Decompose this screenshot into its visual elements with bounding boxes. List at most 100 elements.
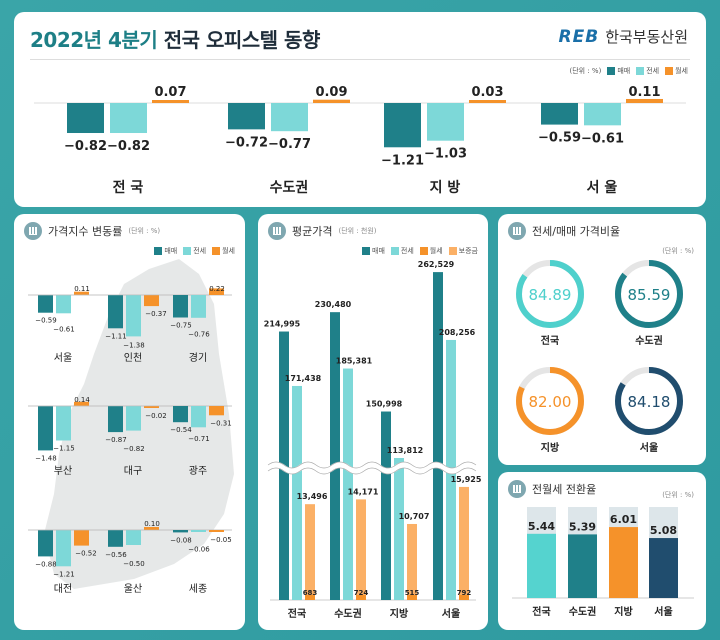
bar-sale <box>173 530 188 533</box>
bar-wolse <box>356 595 366 600</box>
bar-sale <box>228 103 265 130</box>
conversion-chart: 5.44 전국 5.39 수도권 6.01 지방 5.08 서울 <box>512 507 694 618</box>
axis-break-line <box>267 461 477 469</box>
chart-icon <box>508 480 526 498</box>
bar-wolse <box>144 295 159 307</box>
bar-wolse <box>313 99 350 103</box>
chart-icon <box>508 222 526 240</box>
bar-deposit <box>407 523 417 600</box>
bar-value <box>568 534 597 598</box>
index-change-panel: −0.59 −0.61 0.11 서울 −1.11 −1.38 −0.37 인천 −0.75 −0… <box>14 214 245 630</box>
donut-label: 지방 <box>541 441 560 454</box>
summary-legend: (단위 : %) 매매 전세 월세 <box>569 66 688 76</box>
ratio-panel: 84.89 전국 85.59 수도권 82.00 지방 84.18 서울 전세/매매 가격비율… <box>498 214 706 465</box>
donut-value: 84.18 <box>628 393 671 411</box>
group-label: 전 국 <box>113 179 144 196</box>
value-label: 5.39 <box>569 520 596 533</box>
value-label-wolse: 683 <box>303 589 318 597</box>
bar-wolse <box>209 406 224 416</box>
panel-title: 전세/매매 가격비율 <box>508 222 620 240</box>
value-label-sale: −0.82 <box>64 139 107 154</box>
bar-sale <box>433 272 443 600</box>
value-label-wolse: 0.03 <box>471 85 503 100</box>
value-label-wolse: 724 <box>354 589 369 597</box>
value-label: −0.06 <box>188 545 210 553</box>
bar-wolse <box>144 527 159 530</box>
donut-label: 전국 <box>541 334 559 347</box>
region-label: 경기 <box>189 351 207 364</box>
value-label-sale: −0.59 <box>538 131 581 146</box>
bar-jeonse <box>292 385 302 600</box>
region-label: 세종 <box>189 583 207 595</box>
bar-wolse <box>74 291 89 295</box>
value-label-jeonse: 185,381 <box>336 357 373 366</box>
bar-jeonse <box>394 458 404 600</box>
bar-jeonse <box>56 530 71 567</box>
bar-wolse <box>144 406 159 408</box>
legend-wolse: 월세 <box>665 66 688 76</box>
bar-sale <box>173 406 188 423</box>
region-label: 서울 <box>54 352 72 364</box>
value-label: −0.50 <box>123 560 144 568</box>
value-label-jeonse: −0.77 <box>268 137 311 152</box>
value-label: −0.71 <box>188 435 209 443</box>
bar-value <box>649 538 678 598</box>
legend: 매매 전세 월세 보증금 <box>362 246 478 256</box>
bar-jeonse <box>126 295 141 337</box>
value-label-sale: 262,529 <box>418 260 455 269</box>
region-label: 인천 <box>124 352 142 364</box>
legend-jeonse: 전세 <box>636 66 659 76</box>
avg-price-chart: 214,995 171,438 13,496 683 전국 230,480 185,381 1… <box>264 260 482 620</box>
value-label: −1.38 <box>123 341 144 349</box>
divider <box>30 59 690 60</box>
donut-arc <box>516 367 584 435</box>
value-label: −0.61 <box>53 326 74 334</box>
value-label-jeonse: 208,256 <box>439 328 476 337</box>
bar-jeonse <box>110 103 147 134</box>
value-label-wolse: 0.07 <box>154 85 186 100</box>
value-label-jeonse: −0.82 <box>107 139 150 154</box>
bar-jeonse <box>584 103 621 126</box>
bar-wolse <box>407 595 417 600</box>
group-label: 수도권 <box>334 608 362 620</box>
value-label-sale: −0.72 <box>225 135 268 150</box>
bar-wolse <box>305 595 315 600</box>
bar-sale <box>38 295 53 313</box>
avg-price-panel: 214,995 171,438 13,496 683 전국 230,480 185,381 1… <box>258 214 488 630</box>
region-label: 대전 <box>54 583 72 595</box>
region-label: 울산 <box>124 583 142 595</box>
value-label: −1.11 <box>105 332 126 340</box>
value-label: −0.54 <box>170 426 192 434</box>
bar-jeonse <box>343 368 353 600</box>
category-label: 서울 <box>654 605 672 618</box>
value-label-deposit: 15,925 <box>451 475 482 484</box>
bar-jeonse <box>271 103 308 132</box>
value-label: 0.14 <box>74 396 90 404</box>
value-label: 6.01 <box>610 513 637 526</box>
bar-sale <box>108 295 123 329</box>
value-label-deposit: 14,171 <box>348 487 379 496</box>
value-label: 0.10 <box>144 520 160 528</box>
donut-value: 82.00 <box>529 393 572 411</box>
value-label-wolse: 515 <box>405 589 420 597</box>
unit-label: (단위 : %) <box>662 491 694 499</box>
donut-arc <box>615 260 683 328</box>
value-label: −1.21 <box>53 570 74 578</box>
value-label: 5.08 <box>650 524 677 537</box>
group-label: 서 울 <box>587 179 618 196</box>
region-label: 광주 <box>189 465 207 477</box>
value-label: −0.56 <box>105 551 127 559</box>
ratio-donuts: 84.89 전국 85.59 수도권 82.00 지방 84.18 서울 <box>516 260 683 454</box>
value-label: −0.88 <box>35 560 56 568</box>
category-label: 지방 <box>614 605 633 618</box>
value-label: −0.82 <box>123 445 144 453</box>
value-label: 5.44 <box>528 520 555 533</box>
bar-sale <box>541 103 578 125</box>
value-label: −0.02 <box>145 412 166 420</box>
reb-logo: REB 한국부동산원 <box>558 26 688 47</box>
bar-wolse <box>469 100 506 103</box>
summary-bar-chart: −0.82 −0.820.07전 국−0.72 −0.770.09수도권−1.21−… <box>34 85 686 196</box>
group-label: 지 방 <box>430 179 461 196</box>
value-label-jeonse: 171,438 <box>285 374 322 383</box>
value-label: −1.48 <box>35 454 56 462</box>
